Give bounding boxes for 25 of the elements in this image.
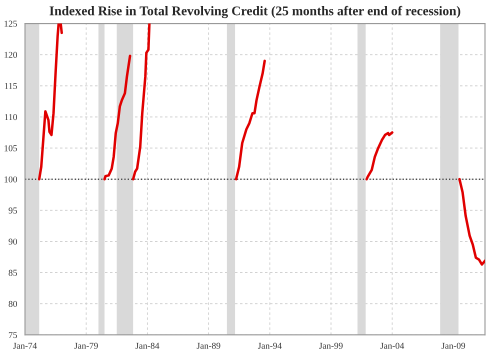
y-tick-label: 115: [4, 82, 18, 90]
y-tick-label: 125: [4, 20, 18, 27]
line-series: [132, 24, 151, 180]
x-tick-label: Jan-94: [258, 342, 282, 349]
line-series: [234, 60, 266, 180]
y-tick-label: 80: [8, 300, 18, 307]
x-tick-label: Jan-79: [74, 342, 98, 349]
x-tick-label: Jan-84: [136, 342, 160, 349]
line-series: [103, 54, 132, 180]
y-tick-label: 75: [8, 332, 18, 338]
x-tick-label: Jan-99: [319, 342, 343, 349]
x-tick-label: Jan-09: [442, 342, 466, 349]
y-tick-label: 110: [4, 114, 18, 120]
line-series: [458, 178, 485, 266]
chart-title: Indexed Rise in Total Revolving Credit (25 months after end of recession): [50, 6, 460, 18]
line-series: [365, 131, 394, 180]
y-tick-label: 100: [4, 176, 18, 182]
y-tick-label: 95: [8, 207, 18, 214]
y-tick-label: 105: [4, 145, 18, 152]
y-tick-label: 120: [4, 52, 18, 58]
x-tick-label: Jan-74: [13, 342, 37, 349]
y-tick-label: 90: [8, 238, 18, 245]
x-tick-label: Jan-89: [196, 342, 220, 349]
x-tick-label: Jan-04: [380, 342, 404, 349]
y-tick-label: 85: [8, 270, 18, 276]
